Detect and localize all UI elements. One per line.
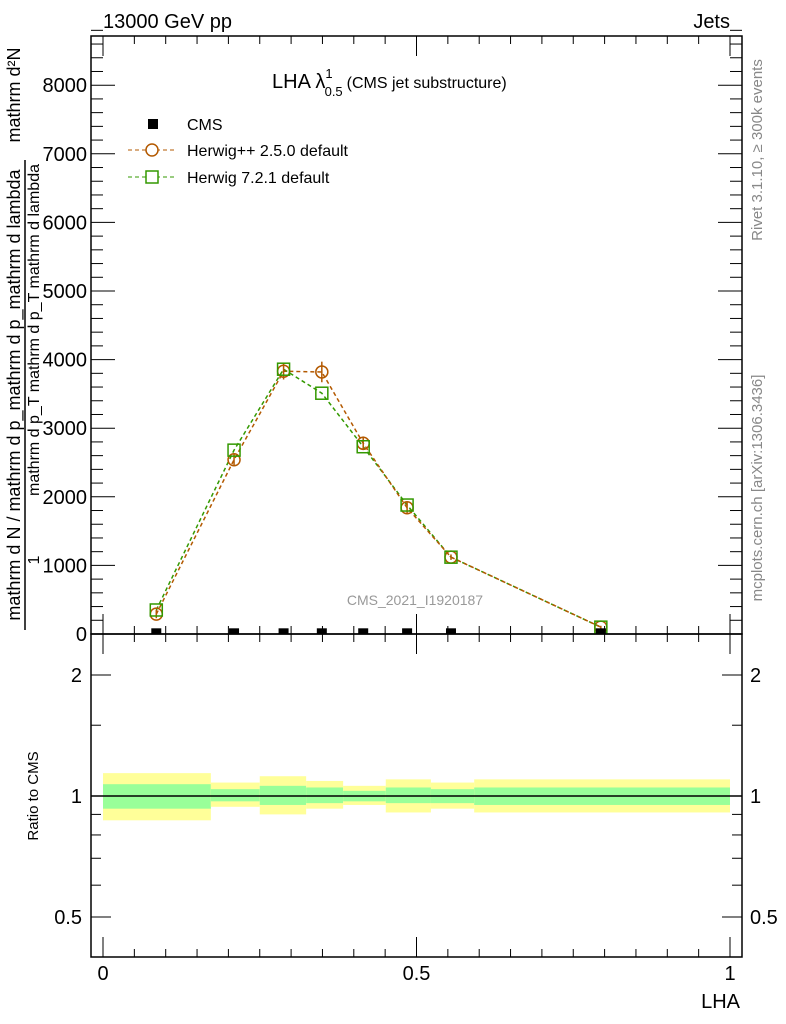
- y-tick-label: 7000: [43, 144, 88, 166]
- cms-point: [595, 628, 606, 635]
- series-line-herwig7: [155, 368, 602, 628]
- herwig7-point: [276, 362, 291, 376]
- cms-point: [358, 628, 369, 635]
- ratio-y-tick-label: 0.5: [750, 907, 778, 929]
- herwig7-point: [149, 603, 164, 617]
- y-tick-label: 5000: [43, 281, 88, 303]
- watermark: CMS_2021_I1920187: [347, 592, 483, 608]
- legend-marker-cms: [148, 119, 158, 129]
- legend-label-herwigpp: Herwig++ 2.5.0 default: [187, 143, 349, 160]
- y-tick-label: 4000: [43, 350, 88, 372]
- ratio-y-tick-label: 2: [71, 665, 82, 687]
- legend-marker-herwig7: [145, 170, 159, 184]
- y-tick-label: 1000: [43, 555, 88, 577]
- herwig7-point: [227, 443, 241, 457]
- main-axis-ticks: 0 1000 2000 3000 4000 5000 6000 7000 8000: [43, 29, 742, 646]
- cms-point: [445, 628, 456, 635]
- main-data: [149, 361, 608, 635]
- ratio-y-tick-label: 2: [750, 665, 761, 687]
- cms-point: [278, 628, 289, 635]
- y-tick-label: 0: [76, 624, 87, 646]
- ratio-green-band: [210, 789, 260, 802]
- mcplots-label: mcplots.cern.ch [arXiv:1306.3436]: [749, 375, 766, 602]
- y-tick-label: 6000: [43, 212, 88, 234]
- herwigpp-point: [315, 365, 329, 379]
- x-tick-label: 0: [97, 963, 108, 985]
- series-line-herwigpp: [155, 370, 602, 628]
- ratio-y-tick-label: 1: [750, 786, 761, 808]
- header-left: 13000 GeV pp: [103, 11, 232, 33]
- herwig7-point: [444, 550, 458, 564]
- legend-label-cms: CMS: [187, 117, 223, 134]
- cms-point: [151, 628, 162, 635]
- ratio-axis-ticks: 0 0.5 1 0.5 0.5 1 1 2 2: [54, 634, 778, 985]
- y-tick-label: 8000: [43, 75, 88, 97]
- herwigpp-point: [227, 453, 241, 467]
- cms-point: [229, 628, 240, 635]
- herwig7-point: [356, 439, 370, 454]
- y-tick-label: 2000: [43, 487, 88, 509]
- header-right: Jets: [693, 11, 730, 33]
- legend-label-herwig7: Herwig 7.2.1 default: [187, 170, 330, 187]
- x-axis-label: LHA: [701, 991, 741, 1013]
- y-label-one: 1: [26, 555, 43, 564]
- y-label-denominator: mathrm d N / mathrm d p_mathrm d p_mathr…: [4, 168, 25, 620]
- legend-marker-herwigpp: [145, 143, 159, 157]
- legend: CMS Herwig++ 2.5.0 default Herwig 7.2.1 …: [128, 117, 349, 187]
- ratio-y-label: Ratio to CMS: [25, 751, 42, 840]
- cms-point: [402, 628, 413, 635]
- y-axis-label: mathrm d²N mathrm d N / mathrm d p_mathr…: [4, 47, 43, 630]
- chart-title: LHA λ1 0.5 (CMS jet substructure): [272, 66, 507, 99]
- herwig7-point: [315, 386, 329, 400]
- cms-point: [316, 628, 327, 635]
- y-tick-label: 3000: [43, 418, 88, 440]
- x-tick-label: 0.5: [403, 963, 431, 985]
- y-label-overlay: mathrm d p_T mathrm d p_T mathrm d lambd…: [26, 164, 43, 496]
- ratio-bands: [91, 773, 742, 821]
- rivet-label: Rivet 3.1.10, ≥ 300k events: [749, 59, 766, 241]
- y-label-numerator: mathrm d²N: [4, 47, 24, 142]
- herwig7-point: [400, 498, 414, 512]
- ratio-y-tick-label: 1: [71, 786, 82, 808]
- ratio-y-tick-label: 0.5: [54, 907, 82, 929]
- x-tick-label: 1: [724, 963, 735, 985]
